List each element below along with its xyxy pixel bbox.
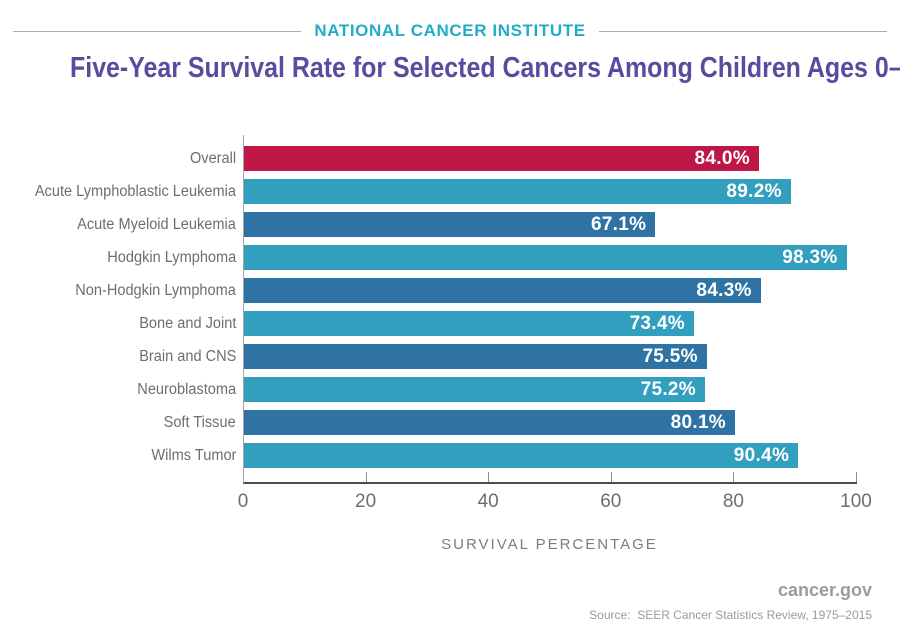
category-label: Bone and Joint (0, 311, 236, 336)
x-axis-tick-label: 100 (840, 491, 872, 512)
category-label: Hodgkin Lymphoma (0, 245, 236, 270)
bar: 73.4% (244, 311, 694, 336)
category-label-text: Acute Myeloid Leukemia (77, 216, 236, 233)
bar: 75.5% (244, 344, 707, 369)
category-label-text: Bone and Joint (138, 315, 236, 332)
x-axis-tick-label: 60 (600, 491, 622, 512)
x-axis-tick (488, 472, 490, 482)
x-axis-tick-label: 40 (477, 491, 499, 512)
category-label: Acute Myeloid Leukemia (0, 212, 236, 237)
x-axis-tick-labels: 0 20 40 60 80 100 (238, 491, 872, 513)
category-label-text: Acute Lymphoblastic Leukemia (34, 183, 236, 200)
bar: 84.0% (244, 146, 759, 171)
header-rule-right (598, 30, 888, 32)
bar: 75.2% (244, 377, 705, 402)
bar-value-label: 90.4% (733, 444, 790, 466)
header-rule-left (13, 30, 302, 32)
bar: 80.1% (244, 410, 735, 435)
bar: 67.1% (244, 212, 656, 237)
category-label: Non-Hodgkin Lymphoma (0, 278, 236, 303)
category-label-text: Hodgkin Lymphoma (106, 249, 236, 266)
source-note: Source: SEER Cancer Statistics Review, 1… (589, 608, 872, 622)
bar: 90.4% (244, 443, 799, 468)
bar: 98.3% (244, 245, 847, 270)
category-label-text: Wilms Tumor (151, 447, 236, 464)
category-label: Soft Tissue (0, 410, 236, 435)
category-label: Brain and CNS (0, 344, 236, 369)
x-axis-tick (365, 472, 367, 482)
x-axis-tick-label: 0 (237, 491, 249, 512)
bar-value-label: 73.4% (629, 312, 685, 334)
bar-value-label: 89.2% (726, 180, 782, 202)
x-axis-tick (733, 472, 735, 482)
footer: cancer.gov Source: SEER Cancer Statistic… (589, 580, 872, 622)
x-axis-title: SURVIVAL PERCENTAGE (441, 536, 658, 553)
page-title: Five-Year Survival Rate for Selected Can… (0, 52, 900, 85)
category-label-text: Brain and CNS (138, 348, 236, 365)
category-label-text: Neuroblastoma (137, 381, 236, 398)
category-label: Overall (0, 146, 236, 171)
bar: 84.3% (244, 278, 761, 303)
x-axis-tick (856, 472, 857, 482)
category-label: Acute Lymphoblastic Leukemia (0, 179, 236, 204)
x-axis-tick-label: 80 (722, 491, 744, 512)
header: NATIONAL CANCER INSTITUTE (13, 21, 888, 41)
category-label-text: Soft Tissue (163, 414, 236, 431)
bar-value-label: 80.1% (670, 411, 726, 433)
bar: 89.2% (244, 179, 791, 204)
brand-label: NATIONAL CANCER INSTITUTE (314, 21, 586, 40)
bar-chart-plot-area: 84.0% 89.2% 67.1% 98.3% 84.3% 73.4% 75.5% 75.2%… (243, 135, 857, 484)
site-label: cancer.gov (777, 580, 872, 600)
x-axis-tick (610, 472, 612, 482)
page-title-text: Five-Year Survival Rate for Selected Can… (70, 52, 900, 84)
category-label: Neuroblastoma (0, 377, 236, 402)
bar-value-label: 67.1% (590, 213, 647, 235)
x-axis-tick-label: 20 (355, 491, 377, 512)
bar-value-label: 75.5% (642, 345, 698, 367)
bar-value-label: 75.2% (640, 378, 696, 400)
category-label-text: Non-Hodgkin Lymphoma (75, 282, 236, 299)
bar-value-label: 84.0% (694, 147, 750, 169)
bar-value-label: 98.3% (782, 246, 838, 268)
category-label-text: Overall (189, 150, 236, 167)
bar-value-label: 84.3% (696, 279, 752, 301)
category-label: Wilms Tumor (0, 443, 236, 468)
